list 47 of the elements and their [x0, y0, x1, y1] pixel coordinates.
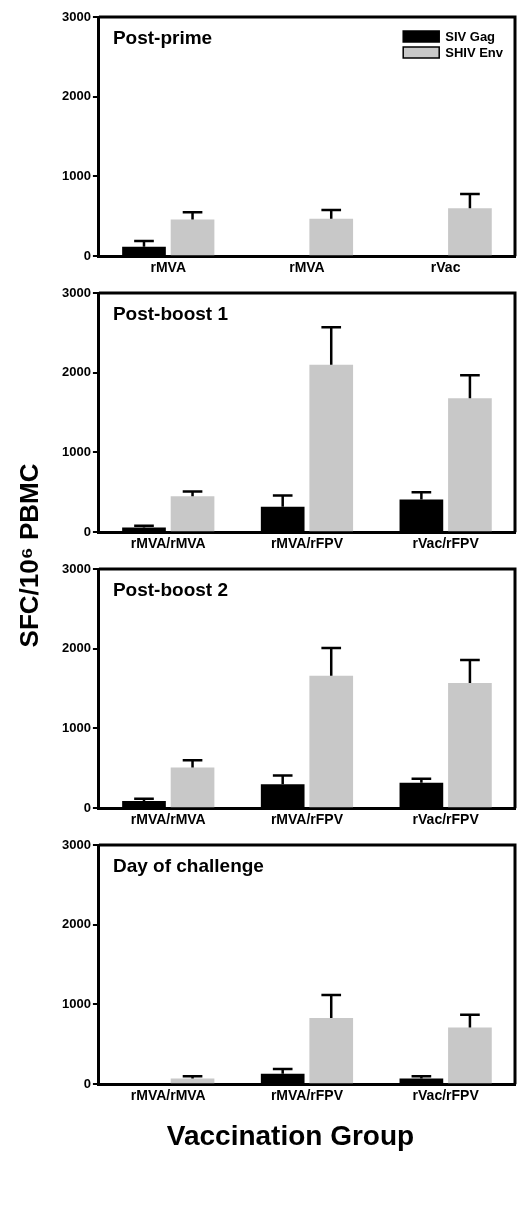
x-tick-label: rVac/rFPV	[412, 535, 480, 552]
y-tick-label: 0	[83, 247, 91, 263]
y-tick-label: 2000	[62, 916, 91, 932]
bar	[170, 219, 215, 256]
y-tick-label: 1000	[62, 444, 91, 460]
y-tick-label: 3000	[62, 560, 91, 576]
legend-label: SHIV Env	[445, 44, 504, 60]
x-tick-label: rVac	[430, 259, 461, 276]
text: Post-boost 1	[112, 302, 229, 324]
bar	[309, 364, 354, 532]
x-tick-label: rMVA	[150, 259, 187, 276]
y-tick-label: 3000	[62, 284, 91, 300]
y-axis-title: SFC/10⁶ PBMC	[14, 463, 46, 647]
y-tick-label: 1000	[62, 996, 91, 1012]
legend-label: SIV Gag	[445, 28, 496, 44]
x-tick-label: rMVA/rFPV	[270, 535, 344, 552]
y-tick-label: 2000	[62, 364, 91, 380]
x-tick-label: rMVA/rFPV	[270, 1087, 344, 1104]
x-tick-label: rMVA	[289, 259, 325, 276]
y-tick-label: 3000	[62, 836, 91, 852]
y-tick-label: 1000	[62, 168, 91, 184]
x-tick-label: rVac/rFPV	[412, 1087, 480, 1104]
x-tick-label: rMVA/rFPV	[270, 811, 344, 828]
x-tick-label: rVac/rFPV	[412, 811, 480, 828]
bar	[448, 1027, 492, 1084]
y-tick-label: 0	[83, 799, 91, 815]
bar	[309, 1018, 354, 1084]
y-tick-label: 3000	[62, 8, 91, 24]
bar	[448, 683, 492, 808]
bar	[309, 675, 354, 808]
text: Post-boost 2	[112, 578, 228, 600]
text: Day of challenge	[112, 854, 264, 876]
x-tick-label: rMVA/rMVA	[130, 535, 206, 552]
bar	[448, 398, 492, 532]
text: Post-prime	[112, 26, 213, 48]
x-tick-label: rMVA/rMVA	[130, 811, 206, 828]
bar	[170, 767, 215, 808]
bar	[309, 218, 354, 256]
x-tick-label: rMVA/rMVA	[130, 1087, 206, 1104]
y-tick-label: 2000	[62, 640, 91, 656]
y-tick-label: 0	[83, 1075, 91, 1091]
bar	[170, 496, 215, 532]
y-tick-label: 2000	[62, 88, 91, 104]
y-tick-label: 0	[83, 523, 91, 539]
x-axis-title: Vaccination Group	[165, 1120, 416, 1152]
y-tick-label: 1000	[62, 720, 91, 736]
bar	[448, 208, 492, 256]
